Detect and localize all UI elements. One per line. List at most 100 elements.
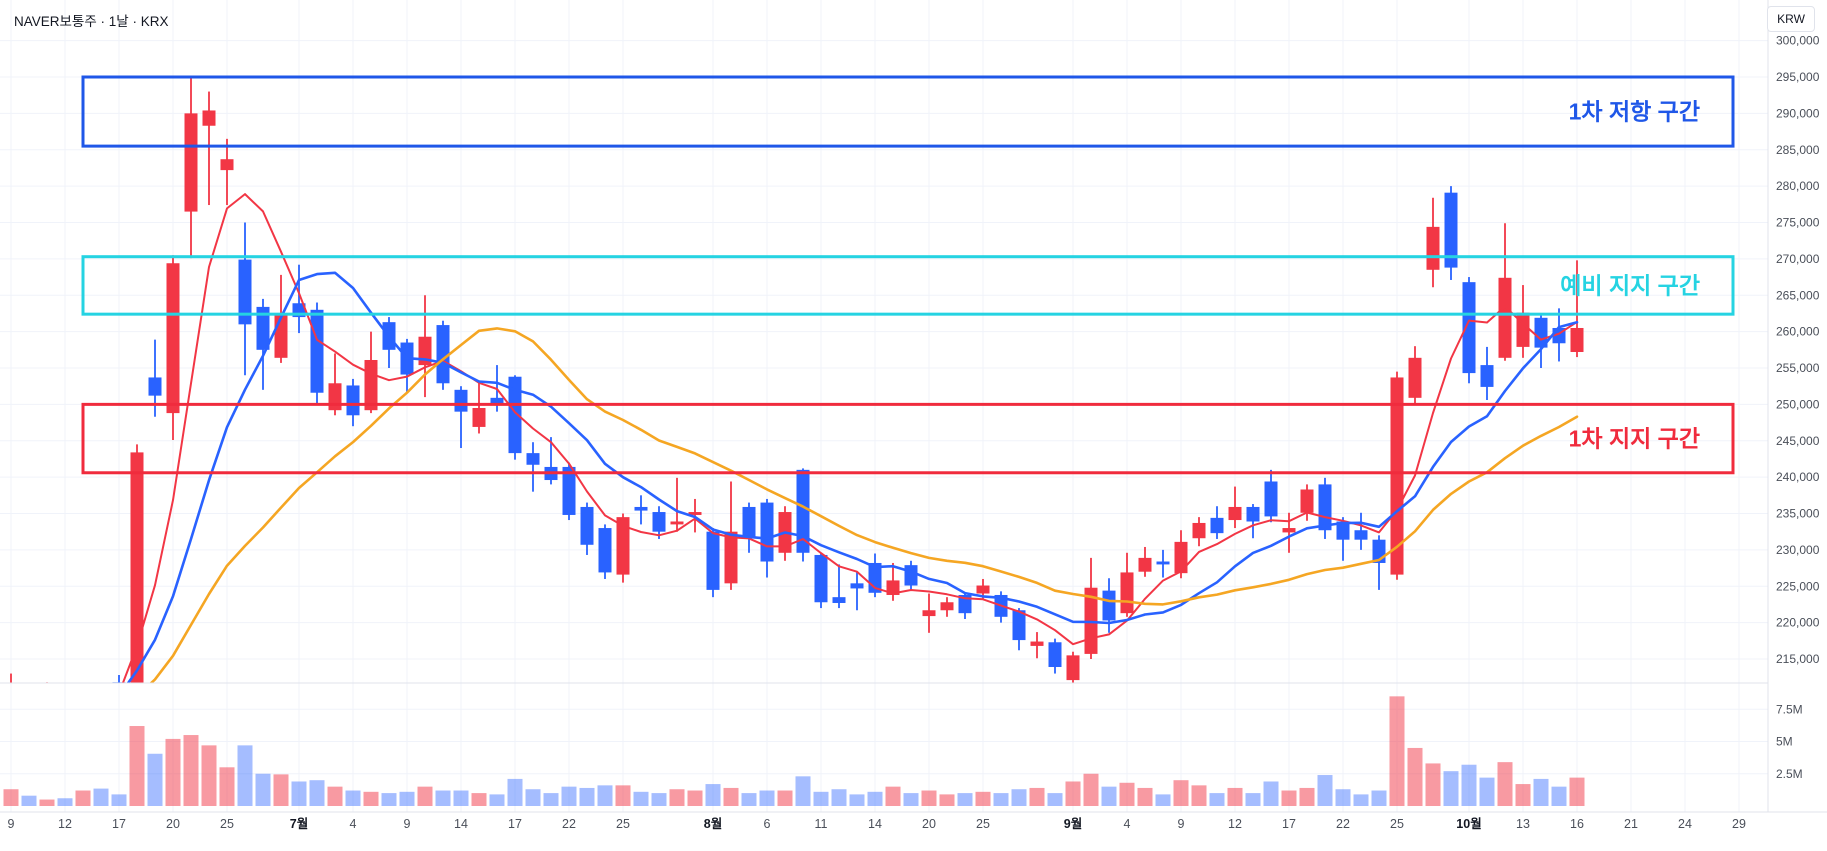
volume-bar[interactable] — [237, 745, 253, 806]
candle[interactable] — [1498, 223, 1512, 361]
time-axis[interactable]: 9 12 17 20 25 7월 4 9 14 17 22 25 8월 6 11 14 20 25 9월 4 9 12 17… — [8, 816, 1746, 831]
volume-bar[interactable] — [507, 778, 523, 806]
zone-box-resistance-1[interactable] — [81, 75, 1735, 148]
volume-bar[interactable] — [1551, 786, 1567, 806]
volume-bar[interactable] — [489, 794, 505, 806]
candle[interactable] — [1264, 469, 1278, 523]
candle[interactable] — [1570, 260, 1584, 358]
volume-bar[interactable] — [957, 793, 973, 806]
volume-bar[interactable] — [39, 799, 55, 806]
volume-bar[interactable] — [111, 794, 127, 806]
volume-bar[interactable] — [57, 798, 73, 806]
volume-bar[interactable] — [777, 790, 793, 806]
volume-bar[interactable] — [1155, 794, 1171, 806]
candle[interactable] — [1408, 346, 1422, 406]
volume-bar[interactable] — [669, 789, 685, 806]
volume-bar[interactable] — [1515, 784, 1531, 806]
volume-bar[interactable] — [165, 738, 181, 806]
candle[interactable] — [1300, 484, 1314, 521]
volume-bar[interactable] — [993, 793, 1009, 806]
candle[interactable] — [742, 502, 756, 553]
candle[interactable] — [1138, 546, 1152, 577]
candle[interactable] — [850, 571, 864, 611]
candle[interactable] — [1372, 535, 1386, 590]
volume-bar[interactable] — [975, 791, 991, 806]
candle[interactable] — [1354, 512, 1368, 550]
volume-bar[interactable] — [633, 791, 649, 806]
candle[interactable] — [1336, 517, 1350, 561]
volume-bar[interactable] — [921, 790, 937, 806]
candle[interactable] — [1318, 477, 1332, 539]
volume-bar[interactable] — [147, 753, 163, 806]
volume-bar[interactable] — [1497, 762, 1513, 806]
volume-bar[interactable] — [903, 793, 919, 806]
candle[interactable] — [472, 380, 486, 434]
candle[interactable] — [1066, 651, 1080, 686]
volume-bar[interactable] — [867, 791, 883, 806]
volume-bar[interactable] — [93, 788, 109, 806]
volume-bar[interactable] — [417, 786, 433, 806]
candle[interactable] — [1084, 557, 1098, 659]
candle[interactable] — [1192, 517, 1206, 547]
candle[interactable] — [886, 562, 900, 601]
candle[interactable] — [1282, 512, 1296, 553]
candle[interactable] — [958, 592, 972, 619]
candle[interactable] — [1210, 506, 1224, 539]
candle[interactable] — [904, 560, 918, 590]
volume-bar[interactable] — [273, 774, 289, 806]
candle[interactable] — [23, 684, 36, 709]
candle[interactable] — [634, 495, 648, 525]
volume-bar[interactable] — [1029, 787, 1045, 806]
volume-bar[interactable] — [1569, 777, 1585, 806]
volume-bar[interactable] — [597, 785, 613, 806]
candle[interactable] — [814, 553, 828, 609]
candle[interactable] — [1480, 346, 1494, 401]
currency-toggle-button[interactable]: KRW — [1767, 6, 1815, 32]
volume-bar[interactable] — [1209, 793, 1225, 806]
candle[interactable] — [5, 673, 18, 707]
volume-bar[interactable] — [453, 790, 469, 806]
volume-bar[interactable] — [831, 789, 847, 806]
candle[interactable] — [1048, 638, 1062, 674]
volume-bar[interactable] — [1479, 777, 1495, 806]
candle[interactable] — [526, 442, 540, 492]
volume-bar[interactable] — [1083, 773, 1099, 806]
candle[interactable] — [832, 564, 846, 609]
volume-bar[interactable] — [291, 781, 307, 806]
candle[interactable] — [400, 338, 414, 393]
volume-bar[interactable] — [3, 789, 19, 806]
volume-bar[interactable] — [1191, 785, 1207, 806]
volume-bar[interactable] — [255, 773, 271, 806]
candle[interactable] — [166, 255, 180, 441]
candle[interactable] — [130, 444, 144, 699]
volume-bar[interactable] — [1533, 778, 1549, 806]
volume-bar[interactable] — [705, 784, 721, 806]
volume-bar[interactable] — [1371, 790, 1387, 806]
volume-bar[interactable] — [1065, 781, 1081, 806]
volume-bar[interactable] — [471, 793, 487, 806]
volume-bar[interactable] — [1263, 781, 1279, 806]
volume-bar[interactable] — [1425, 763, 1441, 806]
volume-bar[interactable] — [1389, 696, 1405, 806]
volume-bar[interactable] — [813, 791, 829, 806]
volume-bar[interactable] — [1173, 780, 1189, 806]
volume-bar[interactable] — [129, 726, 145, 806]
volume-bar[interactable] — [363, 791, 379, 806]
candle[interactable] — [77, 683, 90, 706]
volume-bar[interactable] — [1461, 764, 1477, 806]
volume-bar[interactable] — [399, 791, 415, 806]
candle[interactable] — [940, 597, 954, 617]
volume-bar[interactable] — [1137, 787, 1153, 806]
volume-bar[interactable] — [543, 793, 559, 806]
candle[interactable] — [202, 91, 216, 206]
volume-bar[interactable] — [579, 787, 595, 806]
candle[interactable] — [670, 477, 684, 532]
candle[interactable] — [436, 320, 450, 390]
volume-bar[interactable] — [345, 790, 361, 806]
volume-bar[interactable] — [327, 786, 343, 806]
candle[interactable] — [580, 502, 594, 555]
candle[interactable] — [1444, 186, 1458, 280]
volume-bar[interactable] — [1407, 747, 1423, 806]
candle[interactable] — [544, 437, 558, 485]
volume-bar[interactable] — [723, 787, 739, 806]
